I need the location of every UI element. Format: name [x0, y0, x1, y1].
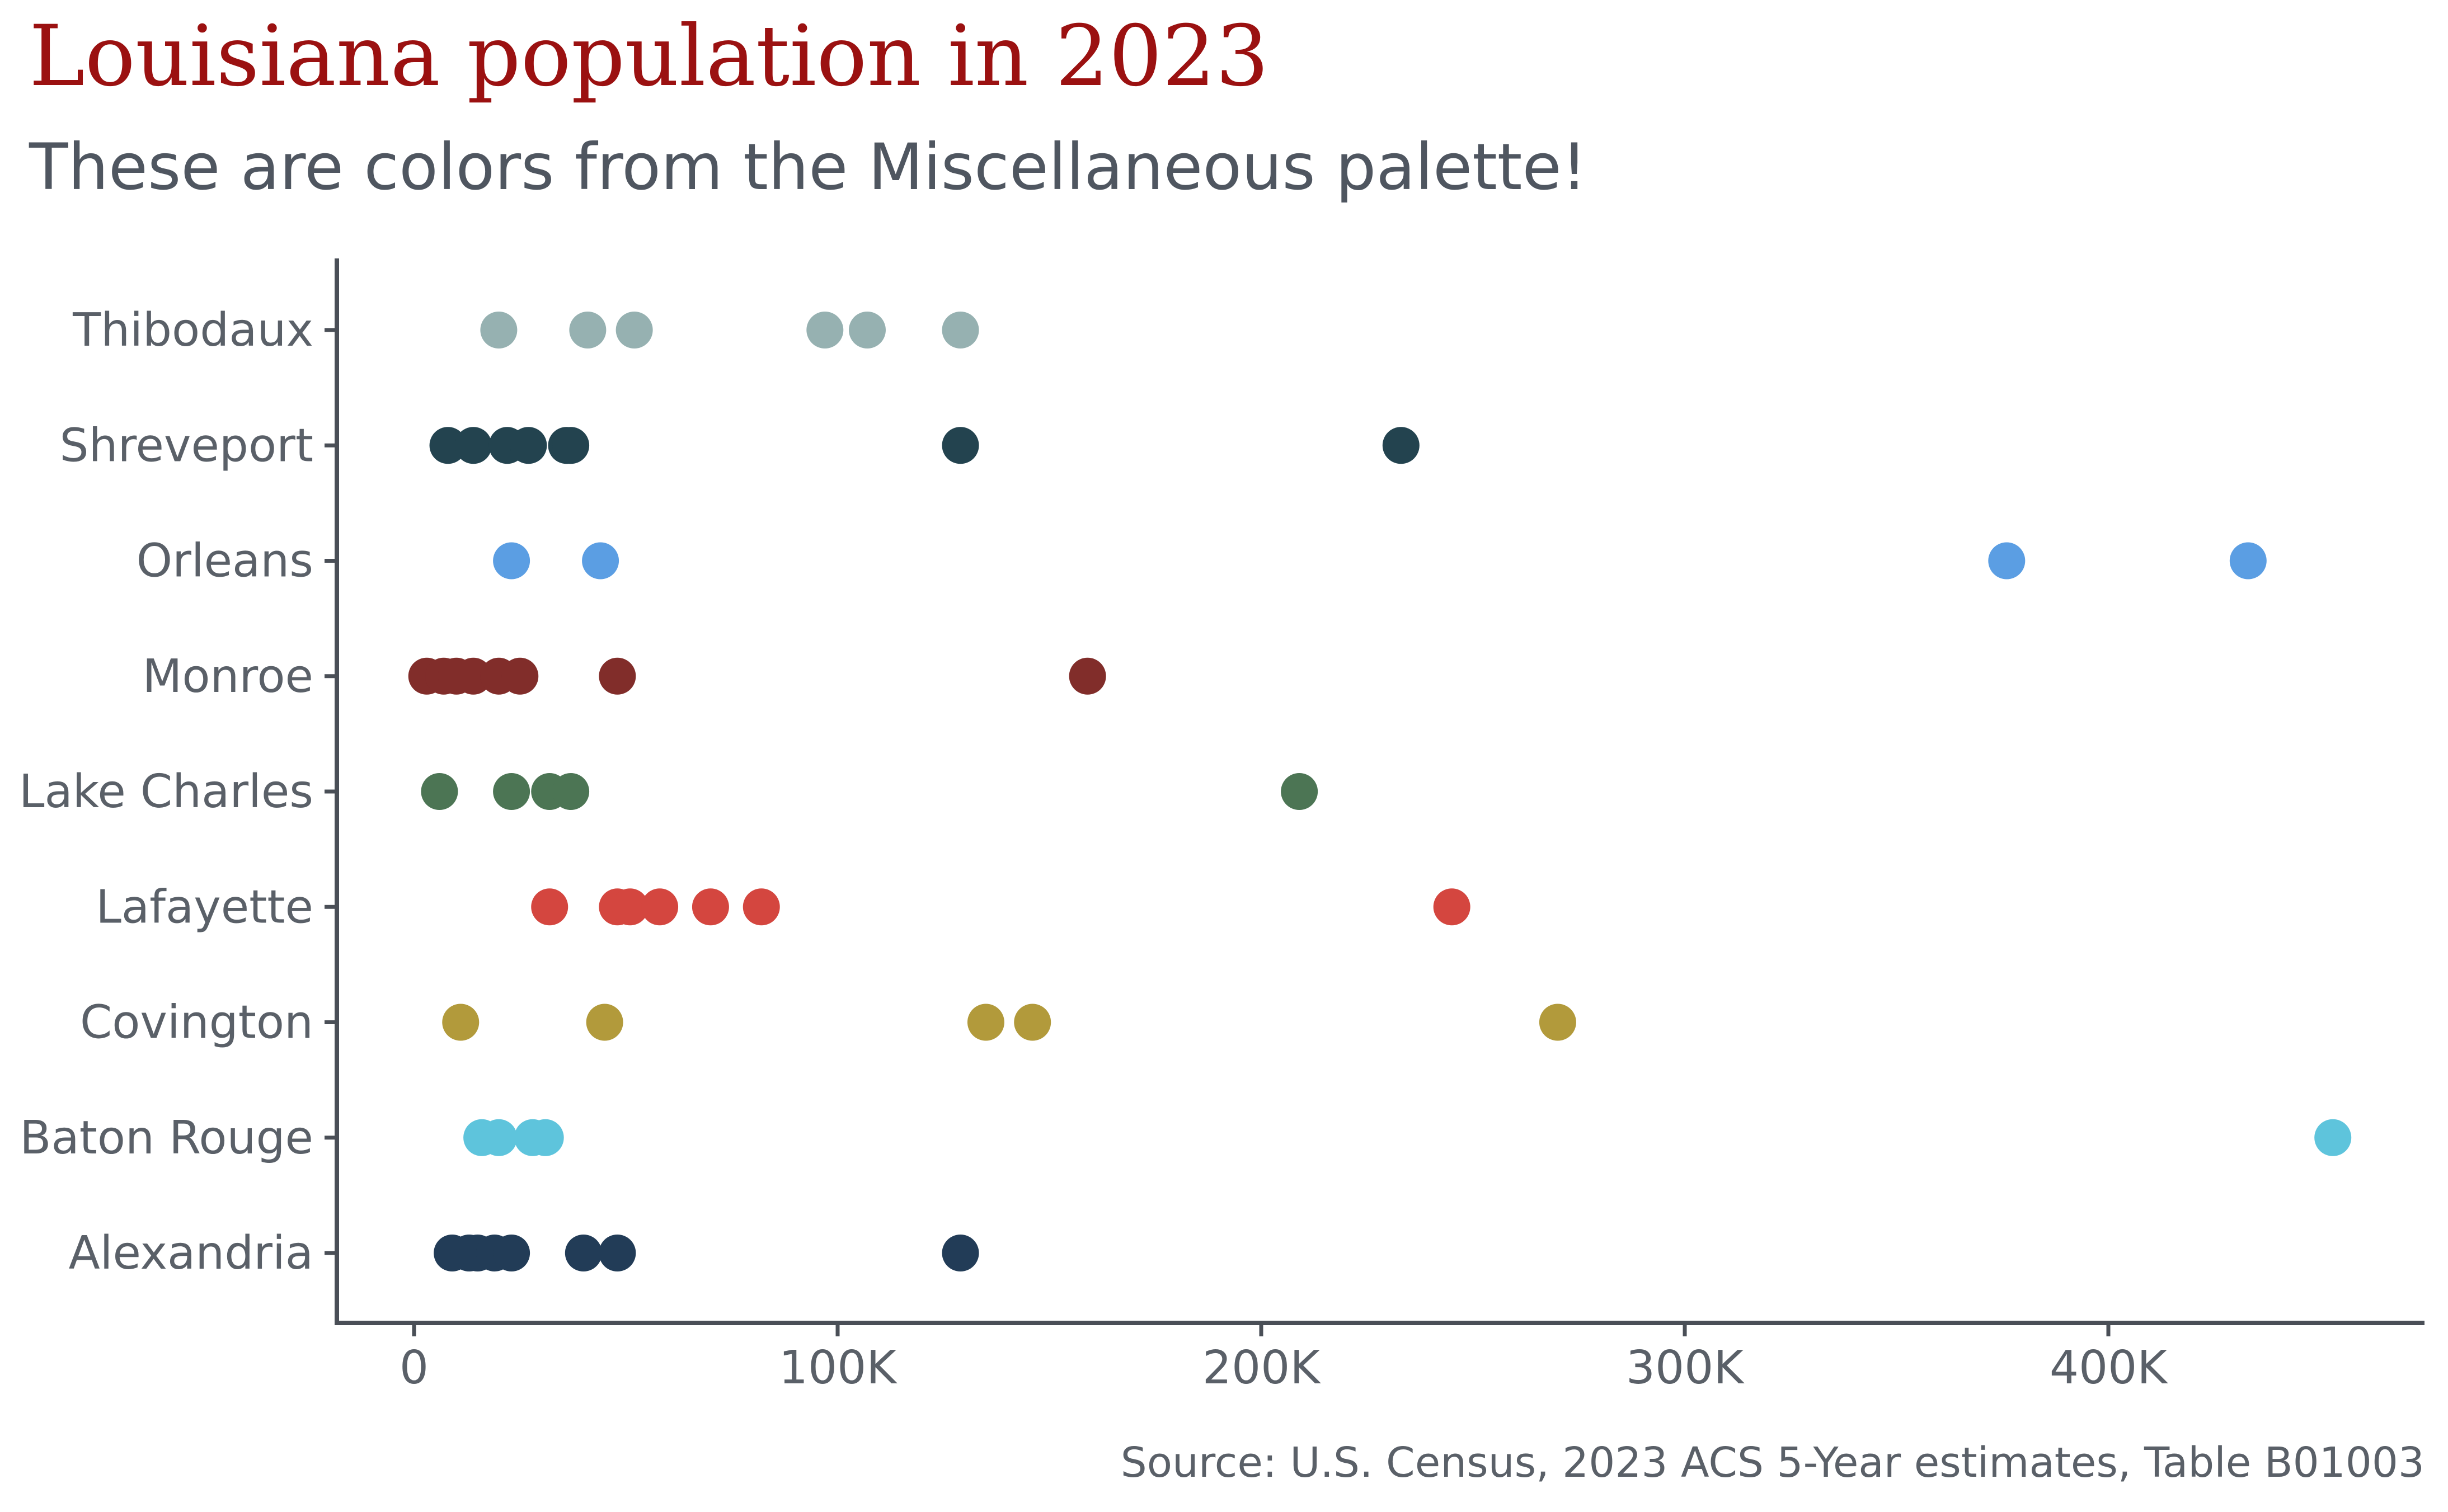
data-point [942, 427, 979, 464]
data-point [848, 312, 886, 348]
series-thibodaux [480, 312, 979, 348]
data-point [552, 773, 590, 810]
data-point [565, 1235, 602, 1271]
series-baton-rouge [463, 1119, 2352, 1156]
data-point [1014, 1004, 1051, 1041]
plot-area [408, 312, 2352, 1271]
data-point [493, 1235, 530, 1271]
y-tick-label: Lafayette [96, 880, 313, 934]
data-point [510, 427, 547, 464]
y-tick-label: Covington [80, 996, 313, 1049]
data-point [493, 542, 530, 580]
series-orleans [493, 542, 2267, 580]
y-tick-label: Lake Charles [19, 765, 313, 818]
data-point [493, 773, 530, 810]
data-point [480, 312, 518, 348]
data-point [612, 888, 649, 926]
data-point [942, 312, 979, 348]
data-point [967, 1004, 1004, 1041]
data-point [531, 888, 568, 926]
data-point [586, 1004, 623, 1041]
series-lafayette [531, 888, 1470, 926]
data-point [599, 1235, 636, 1271]
data-point [2314, 1119, 2352, 1156]
x-tick-label: 300K [1626, 1341, 1745, 1395]
data-point [692, 888, 729, 926]
data-point [480, 1119, 518, 1156]
y-tick-label: Baton Rouge [20, 1111, 313, 1165]
x-tick-label: 400K [2050, 1341, 2169, 1395]
y-tick-label: Thibodaux [72, 304, 313, 357]
data-point [2229, 542, 2267, 580]
series-lake-charles [421, 773, 1318, 810]
data-point [599, 657, 636, 695]
x-axis: 0 100K 200K 300K 400K [335, 1321, 2424, 1395]
data-point [942, 1235, 979, 1271]
y-tick-label: Orleans [137, 535, 313, 588]
data-point [552, 427, 590, 464]
y-tick-label: Monroe [143, 650, 313, 703]
series-covington [442, 1004, 1576, 1041]
chart-title: Louisiana population in 2023 [29, 8, 1269, 105]
data-point [641, 888, 679, 926]
chart-subtitle: These are colors from the Miscellaneous … [29, 130, 1587, 204]
data-point [527, 1119, 564, 1156]
series-monroe [408, 657, 1106, 695]
data-point [501, 657, 539, 695]
data-point [806, 312, 844, 348]
y-tick-label: Shreveport [60, 419, 313, 472]
x-tick-label: 0 [400, 1341, 429, 1395]
data-point [454, 657, 492, 695]
series-alexandria [434, 1235, 979, 1271]
x-tick-label: 100K [779, 1341, 898, 1395]
data-point [569, 312, 607, 348]
data-point [615, 312, 653, 348]
data-point [743, 888, 780, 926]
data-point [1539, 1004, 1576, 1041]
x-tick-label: 200K [1202, 1341, 1322, 1395]
series-shreveport [429, 427, 1420, 464]
chart-caption: Source: U.S. Census, 2023 ACS 5-Year est… [1121, 1439, 2424, 1487]
data-point [442, 1004, 480, 1041]
data-point [1281, 773, 1318, 810]
data-point [1069, 657, 1106, 695]
data-point [582, 542, 619, 580]
data-point [1433, 888, 1470, 926]
data-point [429, 427, 467, 464]
y-axis: Alexandria Baton Rouge Covington Lafayette L… [19, 258, 339, 1323]
y-tick-label: Alexandria [69, 1227, 313, 1280]
data-point [1988, 542, 2026, 580]
data-point [1382, 427, 1420, 464]
data-point [421, 773, 458, 810]
data-point [454, 427, 492, 464]
